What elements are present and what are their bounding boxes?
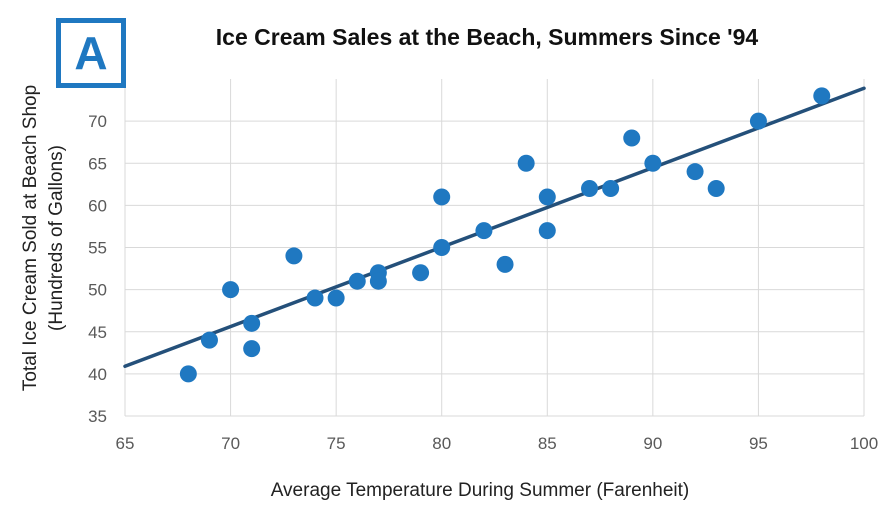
data-point bbox=[433, 188, 451, 206]
y-tick-label: 55 bbox=[88, 239, 107, 258]
data-point bbox=[433, 239, 451, 256]
x-tick-label: 95 bbox=[749, 434, 768, 453]
data-point bbox=[412, 264, 430, 282]
data-point bbox=[602, 180, 620, 198]
y-axis-label-line1: Total Ice Cream Sold at Beach Shop bbox=[20, 85, 41, 391]
data-point bbox=[327, 289, 345, 307]
y-tick-label: 35 bbox=[88, 407, 107, 426]
data-point bbox=[475, 222, 493, 240]
data-point bbox=[285, 247, 303, 265]
y-tick-label: 45 bbox=[88, 323, 107, 342]
y-tick-label: 70 bbox=[88, 112, 107, 131]
x-axis-ticks: 65 70 75 80 85 90 95 100 bbox=[116, 434, 879, 453]
data-point bbox=[581, 180, 599, 198]
data-point bbox=[243, 314, 261, 332]
y-tick-label: 40 bbox=[88, 365, 107, 384]
data-point bbox=[369, 272, 387, 290]
data-point bbox=[749, 112, 767, 130]
data-point bbox=[496, 255, 514, 273]
x-tick-label: 80 bbox=[432, 434, 451, 453]
y-tick-label: 50 bbox=[88, 281, 107, 300]
data-point bbox=[222, 281, 240, 299]
x-axis-label: Average Temperature During Summer (Faren… bbox=[271, 480, 690, 501]
y-axis-label-line2: (Hundreds of Gallons) bbox=[46, 145, 67, 331]
y-axis-ticks: 35 40 45 50 55 60 65 70 bbox=[88, 112, 107, 426]
data-point bbox=[348, 272, 366, 290]
data-point bbox=[538, 222, 556, 240]
trendline bbox=[123, 86, 866, 369]
data-point bbox=[813, 87, 831, 105]
data-point bbox=[306, 289, 324, 307]
data-point bbox=[707, 180, 725, 198]
x-tick-label: 65 bbox=[116, 434, 135, 453]
x-tick-label: 70 bbox=[221, 434, 240, 453]
grid bbox=[124, 79, 865, 417]
data-points bbox=[179, 87, 831, 383]
y-tick-label: 65 bbox=[88, 154, 107, 173]
y-tick-label: 60 bbox=[88, 196, 107, 215]
x-tick-label: 100 bbox=[850, 434, 878, 453]
x-tick-label: 85 bbox=[538, 434, 557, 453]
x-tick-label: 75 bbox=[327, 434, 346, 453]
data-point bbox=[517, 154, 535, 172]
data-point bbox=[686, 163, 704, 181]
chart-title: Ice Cream Sales at the Beach, Summers Si… bbox=[216, 24, 759, 50]
x-tick-label: 90 bbox=[643, 434, 662, 453]
panel-label-badge: A bbox=[56, 18, 126, 88]
data-point bbox=[538, 188, 556, 206]
data-point bbox=[243, 340, 261, 358]
data-point bbox=[623, 129, 641, 147]
data-point bbox=[179, 365, 197, 383]
data-point bbox=[200, 331, 218, 349]
data-point bbox=[644, 154, 662, 172]
panel-label: A bbox=[74, 27, 108, 79]
